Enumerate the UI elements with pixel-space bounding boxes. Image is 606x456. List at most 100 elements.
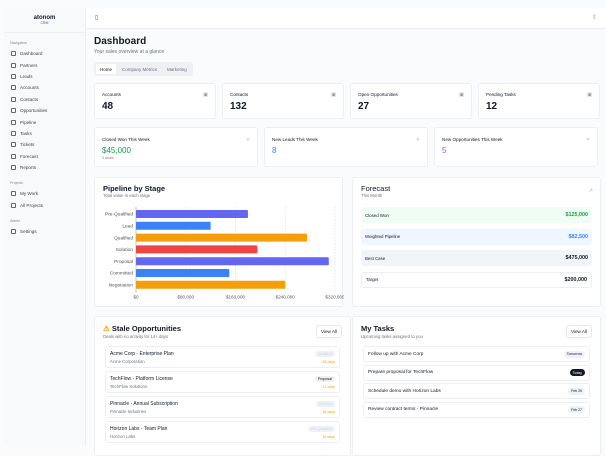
sidebar-toggle-icon[interactable]: ▯ xyxy=(95,15,99,21)
days-stale: 18 days xyxy=(322,410,335,414)
stale-opportunity-item[interactable]: Horizon Labs - Team Plan Horizon Labs Pre-… xyxy=(105,421,340,443)
tab-company-metrics[interactable]: Company Metrics xyxy=(122,66,158,72)
pipeline-card: Pipeline by Stage Total value in each st… xyxy=(94,177,344,307)
stale-opportunity-item[interactable]: Pinnacle - Annual Subscription Pinnacle I… xyxy=(105,396,340,418)
sidebar-item-opportunities[interactable]: Opportunities xyxy=(4,105,85,116)
forecast-icon xyxy=(11,153,16,159)
due-badge: Feb 27 xyxy=(568,406,585,413)
page-subtitle: Your sales overview at a glance xyxy=(94,49,165,55)
tab-home[interactable]: Home xyxy=(96,64,117,74)
sidebar-item-pipeline[interactable]: Pipeline xyxy=(4,116,85,127)
stat-card-contacts: Contacts 132 ▣ xyxy=(222,83,344,119)
days-stale: 16 days xyxy=(322,435,335,439)
task-item[interactable]: Review contract terms - Pinnacle Feb 27 xyxy=(363,401,590,418)
pipeline-icon xyxy=(11,119,16,125)
my-work-icon xyxy=(11,191,16,197)
stale-view-all-button[interactable]: View All xyxy=(315,325,342,338)
settings-icon xyxy=(11,229,16,235)
task-item[interactable]: Prepare proposal for TechFlow Today xyxy=(363,364,590,381)
bar-proposal[interactable] xyxy=(136,257,329,266)
forecast-row-target: Target $200,000 xyxy=(361,271,592,288)
stage-badge: Pre-Qualified xyxy=(308,426,335,432)
main: Dashboard Your sales overview at a glanc… xyxy=(94,30,602,76)
x-tick-label: $160,000 xyxy=(226,295,246,300)
stage-badge: Qualified xyxy=(314,351,335,357)
nav-group-label: Admin xyxy=(10,219,21,224)
bar-committed[interactable] xyxy=(136,269,230,277)
forecast-row-best-case: Best Case $475,000 xyxy=(361,250,592,266)
dashboard-icon xyxy=(11,51,16,57)
forecast-row-weighted-pipeline: Weighted Pipeline $82,500 xyxy=(361,228,592,245)
sidebar-item-tickets[interactable]: Tickets xyxy=(4,139,85,150)
stale-opportunity-item[interactable]: Acme Corp - Enterprise Plan Acme Corporat… xyxy=(105,346,340,368)
due-badge: Today xyxy=(569,369,585,376)
y-tick-label: Lead xyxy=(122,224,133,230)
clipboard-icon: ▣ xyxy=(587,92,592,98)
sidebar-item-reports[interactable]: Reports xyxy=(4,162,85,173)
bar-pre-qualified[interactable] xyxy=(136,210,248,218)
accounts-icon xyxy=(11,85,16,91)
sidebar-item-accounts[interactable]: Accounts xyxy=(4,82,85,93)
forecast-card: Forecast This Month ↗ Closed Won $125,000… xyxy=(352,177,601,307)
y-tick-label: Pre-Qualified xyxy=(105,212,133,218)
partners-icon xyxy=(11,62,16,68)
x-tick-label: $320,000 xyxy=(325,295,344,300)
stat-card-open-opportunities: Open Opportunities 27 ▣ xyxy=(350,83,472,119)
contacts-icon xyxy=(11,96,16,102)
logo[interactable]: atonom CRM xyxy=(4,8,85,33)
sparkle-icon: ✧ xyxy=(585,137,590,143)
building-icon: ▣ xyxy=(203,92,208,98)
bar-lead[interactable] xyxy=(136,221,211,230)
tabs: Home Company Metrics Marketing xyxy=(94,62,193,76)
x-tick-label: $240,000 xyxy=(276,295,296,300)
y-tick-label: Proposal xyxy=(114,259,133,265)
trending-up-icon: ↗ xyxy=(588,188,593,194)
my-tasks-card: My Tasks Upcoming tasks assigned to you … xyxy=(352,316,601,456)
stale-opportunities-card: ⚠ Stale Opportunities Deals with no acti… xyxy=(94,316,351,456)
y-tick-label: Solution xyxy=(116,247,134,253)
tab-marketing[interactable]: Marketing xyxy=(167,66,187,72)
bar-negotiation[interactable] xyxy=(136,280,286,289)
stale-opportunity-item[interactable]: TechFlow - Platform License TechFlow Solu… xyxy=(105,371,340,393)
stat-card-pending-tasks: Pending Tasks 12 ▣ xyxy=(478,83,600,119)
sidebar-item-contacts[interactable]: Contacts xyxy=(4,94,85,105)
x-tick-label: $0 xyxy=(133,295,139,300)
due-badge: Feb 25 xyxy=(568,387,585,395)
tasks-view-all-button[interactable]: View All xyxy=(565,325,592,338)
bar-qualified[interactable] xyxy=(136,233,308,242)
user-plus-icon: ✧ xyxy=(415,137,420,143)
due-badge: Tomorrow xyxy=(563,350,585,358)
opportunities-icon xyxy=(11,108,16,114)
sidebar-item-partners[interactable]: Partners xyxy=(4,59,85,70)
pipeline-chart: $0 $80,000 $160,000 $240,000 $320,000 Pre-Qua… xyxy=(105,207,344,300)
sidebar-item-dashboard[interactable]: Dashboard xyxy=(4,48,85,59)
stage-badge: Solution xyxy=(316,401,335,407)
y-tick-label: Committed xyxy=(110,271,134,277)
days-stale: 28 days xyxy=(322,360,335,364)
stage-badge: Proposal xyxy=(314,376,335,382)
y-tick-label: Negotiation xyxy=(109,283,134,289)
sidebar-item-all-projects[interactable]: All Projects xyxy=(4,200,85,211)
sidebar-item-tasks[interactable]: Tasks xyxy=(4,128,85,139)
sidebar-item-settings[interactable]: Settings xyxy=(4,226,85,237)
trophy-icon: ✧ xyxy=(245,137,250,143)
task-item[interactable]: Follow up with Acme Corp Tomorrow xyxy=(363,346,590,362)
days-stale: 21 days xyxy=(322,385,335,389)
sidebar: atonom CRM Navigation Dashboard Partners Le… xyxy=(4,8,86,445)
y-tick-label: Qualified xyxy=(114,235,133,241)
sidebar-item-my-work[interactable]: My Work xyxy=(4,188,85,199)
weekly-card-1: New Leads This Week 8 ✧ xyxy=(264,127,428,167)
top-bar: ▯ ☾ xyxy=(86,8,606,29)
tickets-icon xyxy=(11,142,16,148)
sidebar-item-leads[interactable]: Leads xyxy=(4,71,85,82)
bar-solution[interactable] xyxy=(136,245,258,254)
all-projects-icon xyxy=(11,202,16,208)
moon-icon[interactable]: ☾ xyxy=(592,15,598,21)
stat-card-accounts: Accounts 48 ▣ xyxy=(94,83,216,119)
page-title: Dashboard xyxy=(94,36,147,47)
nav-group-label: Projects xyxy=(10,181,23,186)
leads-icon xyxy=(11,73,16,79)
sidebar-item-forecast[interactable]: Forecast xyxy=(4,151,85,162)
weekly-card-0: Closed Won This Week $45,000 3 deals ✧ xyxy=(94,127,258,167)
task-item[interactable]: Schedule demo with Horizon Labs Feb 25 xyxy=(363,383,590,399)
